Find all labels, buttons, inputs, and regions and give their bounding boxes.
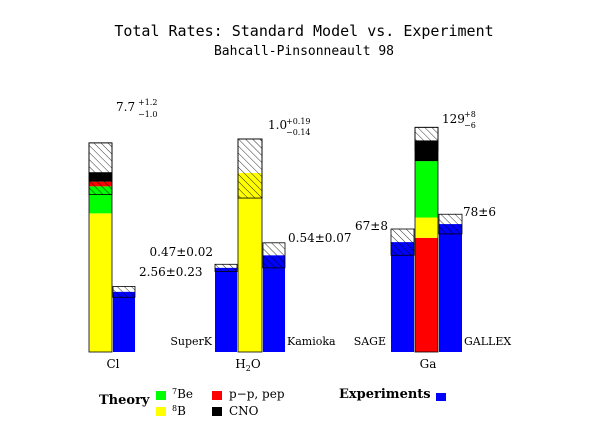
experiment-bar-gallex [439, 224, 462, 352]
experiment-error-band-kamioka [262, 242, 286, 269]
theory-error-band-h2o [237, 138, 263, 199]
experiment-bar-sage [391, 242, 414, 352]
group-label-ga: Ga [420, 357, 437, 371]
theory-error-band-cl [88, 142, 113, 195]
legend-swatch-7be [156, 391, 166, 400]
legend-swatch-8b [156, 407, 166, 416]
group-label-cl: Cl [106, 357, 119, 371]
chart-title: Total Rates: Standard Model vs. Experime… [114, 22, 493, 40]
experiment-error-band-cl [112, 286, 136, 298]
experiment-bar-superk [215, 267, 237, 352]
theory-bar-h2o-8b [238, 173, 262, 352]
legend-label-cno: CNO [229, 404, 259, 418]
experiment-error-band-gallex [438, 213, 463, 235]
legend-experiments-title: Experiments [339, 387, 431, 402]
svg-text:129: 129 [442, 112, 465, 126]
experiment-error-band-sage [390, 228, 415, 256]
theory-bar-ga-pp-pep [415, 237, 438, 352]
legend-swatch-cno [212, 407, 222, 416]
exp-value-cl: 2.56±0.23 [139, 265, 203, 279]
chart-subtitle: Bahcall-Pinsonneault 98 [214, 44, 394, 59]
theory-bar-outline-cl [88, 142, 113, 353]
exp-value-gallex: 78±6 [463, 205, 496, 219]
theory-bar-outline-h2o [237, 138, 263, 353]
theory-bar-cl-8b [89, 213, 112, 352]
svg-text:7.7: 7.7 [116, 100, 135, 114]
svg-text:−6: −6 [464, 121, 476, 130]
exp-name-gallex: GALLEX [464, 335, 511, 348]
theory-bar-ga-8b [415, 217, 438, 238]
svg-text:−1.0: −1.0 [138, 110, 157, 119]
svg-text:+0.19: +0.19 [286, 117, 311, 126]
theory-value-h2o: 1.0 +0.19 −0.14 [268, 117, 311, 137]
legend-label-8b: 8B [172, 404, 186, 418]
svg-text:−0.14: −0.14 [286, 128, 311, 137]
theory-bar-ga-7be [415, 161, 438, 218]
theory-value-cl: 7.7 +1.2 −1.0 [116, 98, 157, 119]
legend-label-7be: 7Be [172, 387, 193, 401]
legend-swatch-experiment [436, 393, 446, 401]
exp-value-superk: 0.47±0.02 [150, 245, 214, 259]
theory-value-ga: 129 +8 −6 [442, 110, 476, 130]
theory-bar-outline-ga [414, 126, 439, 353]
experiment-error-band-superk [214, 263, 238, 272]
exp-name-kamioka: Kamioka [287, 335, 336, 348]
bars-layer [88, 126, 463, 353]
legend-label-pp-pep: p−p, pep [229, 387, 285, 401]
experiment-bar-cl [113, 291, 135, 352]
exp-name-sage: SAGE [354, 335, 386, 348]
group-label-h2o: H2O [235, 357, 261, 373]
exp-value-kamioka: 0.54±0.07 [288, 231, 352, 245]
svg-text:1.0: 1.0 [268, 118, 287, 132]
svg-text:+8: +8 [464, 110, 476, 119]
exp-name-superk: SuperK [170, 335, 212, 348]
theory-error-band-ga [414, 126, 439, 151]
exp-value-sage: 67±8 [355, 219, 388, 233]
legend-theory-title: Theory [99, 393, 150, 408]
experiment-bar-kamioka [263, 255, 285, 352]
legend-swatch-pp-pep [212, 391, 222, 400]
svg-text:+1.2: +1.2 [138, 98, 157, 107]
